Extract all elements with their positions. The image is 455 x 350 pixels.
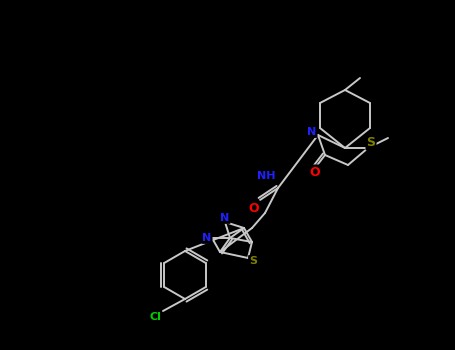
Text: N: N [202,233,212,243]
Text: Cl: Cl [149,312,161,322]
Text: S: S [249,256,257,266]
Text: N: N [220,213,230,223]
Text: NH: NH [257,171,275,181]
Text: S: S [366,136,375,149]
Text: N: N [308,127,317,137]
Text: O: O [249,202,259,215]
Text: O: O [310,166,320,178]
